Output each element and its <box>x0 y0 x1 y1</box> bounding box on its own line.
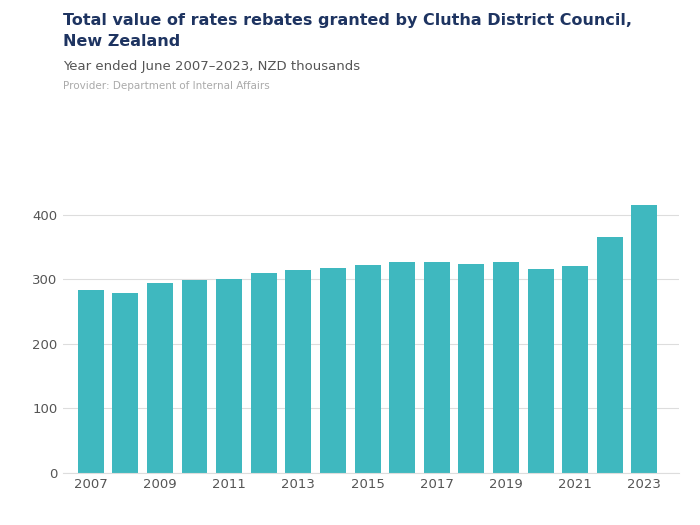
Bar <box>216 279 242 472</box>
Bar <box>424 262 449 472</box>
Bar <box>78 289 104 472</box>
Bar <box>112 293 139 472</box>
Bar <box>562 266 588 472</box>
Bar <box>320 268 346 472</box>
Text: Total value of rates rebates granted by Clutha District Council,: Total value of rates rebates granted by … <box>63 13 632 28</box>
Bar <box>355 265 381 472</box>
Bar <box>251 274 276 472</box>
Bar <box>147 283 173 472</box>
Bar <box>631 205 657 472</box>
Text: figure.nz: figure.nz <box>583 15 659 28</box>
Text: New Zealand: New Zealand <box>63 34 181 49</box>
Text: Year ended June 2007–2023, NZD thousands: Year ended June 2007–2023, NZD thousands <box>63 60 360 74</box>
Text: Provider: Department of Internal Affairs: Provider: Department of Internal Affairs <box>63 81 270 91</box>
Bar <box>458 264 484 472</box>
Bar <box>597 237 623 472</box>
Bar <box>181 280 207 472</box>
Bar <box>389 262 415 472</box>
Bar <box>493 262 519 472</box>
Bar <box>286 270 312 472</box>
Bar <box>528 269 554 472</box>
